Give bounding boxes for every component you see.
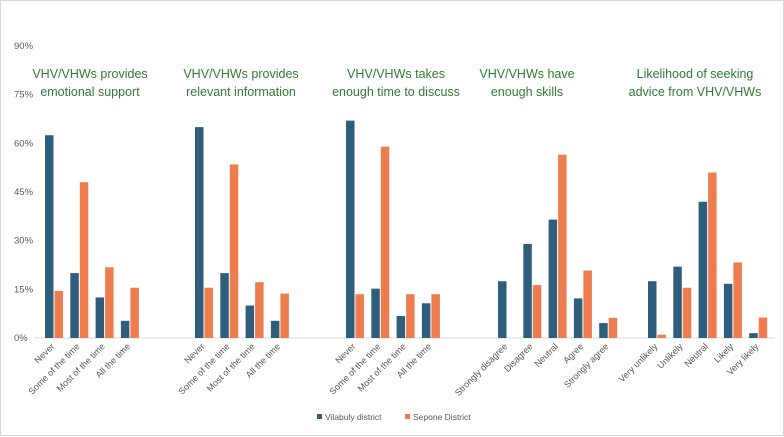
bar-vilabuly bbox=[749, 333, 758, 338]
y-tick-label: 75% bbox=[14, 90, 34, 101]
bar-sepone bbox=[255, 282, 264, 338]
bar-vilabuly bbox=[371, 288, 380, 338]
bar-vilabuly bbox=[523, 243, 532, 338]
bar-vilabuly bbox=[548, 219, 558, 338]
x-category-label: Unlikely bbox=[655, 341, 685, 371]
legend: Vilabuly district Sepone District bbox=[317, 412, 471, 422]
bar-vilabuly bbox=[673, 266, 682, 338]
bar-sepone bbox=[54, 290, 63, 338]
bar-sepone bbox=[229, 164, 239, 338]
chart-panel: VHV/VHWs have enough skills Strongly disag… bbox=[453, 67, 618, 398]
y-tick-label: 45% bbox=[14, 187, 34, 198]
bar-sepone bbox=[733, 262, 742, 338]
panel-title: emotional support bbox=[40, 85, 140, 99]
panel-title: enough time to discuss bbox=[332, 85, 460, 99]
bar-vilabuly bbox=[195, 127, 204, 338]
y-tick-label: 60% bbox=[14, 138, 34, 149]
bar-vilabuly bbox=[120, 320, 130, 338]
bar-sepone bbox=[608, 317, 618, 338]
bar-sepone bbox=[708, 172, 717, 338]
bar-vilabuly bbox=[70, 273, 79, 338]
bar-vilabuly bbox=[698, 201, 708, 338]
bar-sepone bbox=[558, 154, 567, 338]
legend-label: Vilabuly district bbox=[325, 412, 382, 422]
legend-swatch bbox=[405, 414, 410, 419]
bar-sepone bbox=[280, 293, 289, 338]
legend-label: Sepone District bbox=[413, 412, 471, 422]
bar-vilabuly bbox=[599, 323, 608, 338]
panel-title: Likelihood of seeking bbox=[637, 67, 754, 81]
bar-sepone bbox=[406, 294, 415, 338]
panel-title: VHV/VHWs takes bbox=[347, 67, 445, 81]
legend-item: Sepone District bbox=[405, 412, 471, 422]
y-tick-label: 0% bbox=[14, 333, 28, 344]
bar-vilabuly bbox=[95, 297, 105, 338]
panel-title: VHV/VHWs have bbox=[479, 67, 574, 81]
bar-sepone bbox=[431, 294, 440, 338]
bar-sepone bbox=[79, 182, 89, 338]
bar-sepone bbox=[682, 287, 692, 338]
y-tick-label: 15% bbox=[14, 284, 34, 295]
y-axis: 0% 15% 30% 45% 60% 75% 90% bbox=[14, 41, 34, 344]
bar-sepone bbox=[355, 294, 364, 338]
x-category-label: Strongly disagree bbox=[453, 341, 510, 398]
bar-sepone bbox=[657, 334, 666, 338]
panel-title: VHV/VHWs provides bbox=[183, 67, 298, 81]
bar-vilabuly bbox=[346, 120, 355, 338]
bar-vilabuly bbox=[270, 320, 280, 338]
panel-title: advice from VHV/VHWs bbox=[629, 85, 762, 99]
bar-vilabuly bbox=[220, 273, 229, 338]
bar-sepone bbox=[380, 146, 390, 338]
bar-vilabuly bbox=[723, 283, 733, 338]
y-tick-label: 30% bbox=[14, 236, 34, 247]
bar-vilabuly bbox=[573, 298, 583, 338]
bar-sepone bbox=[105, 267, 114, 338]
x-category-label: Strongly agree bbox=[562, 341, 610, 389]
legend-item: Vilabuly district bbox=[317, 412, 382, 422]
bar-vilabuly bbox=[421, 303, 431, 338]
panel-title: enough skills bbox=[491, 85, 563, 99]
panel-title: relevant information bbox=[186, 85, 296, 99]
chart-panel: Likelihood of seeking advice from VHV/VHW… bbox=[617, 67, 768, 384]
bar-sepone bbox=[758, 317, 768, 338]
x-category-label: Neutral bbox=[682, 341, 710, 369]
x-category-label: Likely bbox=[712, 341, 736, 365]
y-tick-label: 90% bbox=[14, 41, 34, 52]
panel-title: VHV/VHWs provides bbox=[32, 67, 147, 81]
x-category-label: Neutral bbox=[532, 341, 560, 369]
bar-vilabuly bbox=[45, 135, 54, 338]
bar-sepone bbox=[583, 270, 592, 338]
bar-vilabuly bbox=[396, 315, 406, 338]
bar-vilabuly bbox=[498, 281, 507, 338]
x-category-label: Very unlikely bbox=[617, 341, 660, 384]
bar-sepone bbox=[532, 285, 542, 338]
bar-vilabuly bbox=[245, 305, 255, 338]
legend-swatch bbox=[317, 414, 322, 419]
bar-sepone bbox=[130, 287, 139, 338]
bar-vilabuly bbox=[648, 281, 657, 338]
bar-sepone bbox=[204, 287, 213, 338]
